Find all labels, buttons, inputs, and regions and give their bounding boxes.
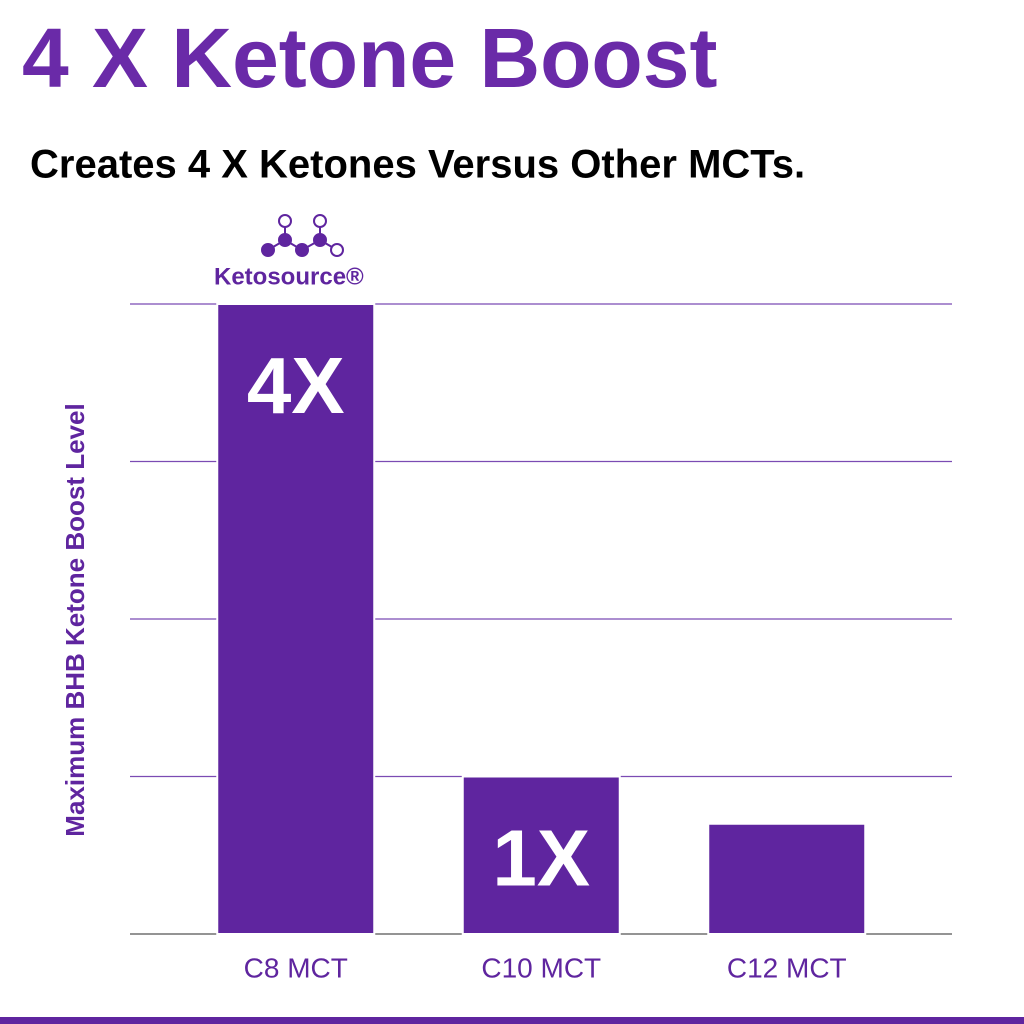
bar [461,775,621,935]
bar [707,822,867,935]
value-label: 4X [247,341,345,430]
bar [216,303,376,935]
logo-text: Ketosource® [214,263,364,290]
x-tick-label: C8 MCT [244,952,348,983]
x-tick-label: C10 MCT [481,952,601,983]
logo-icon [261,214,344,257]
chart-title: 4 X Ketone Boost [22,11,717,105]
x-tick-label: C12 MCT [727,952,847,983]
y-axis-label: Maximum BHB Ketone Boost Level [60,403,90,836]
bottom-rule [0,1017,1024,1024]
chart-subtitle: Creates 4 X Ketones Versus Other MCTs. [30,143,805,187]
value-label: 1X [492,814,590,903]
